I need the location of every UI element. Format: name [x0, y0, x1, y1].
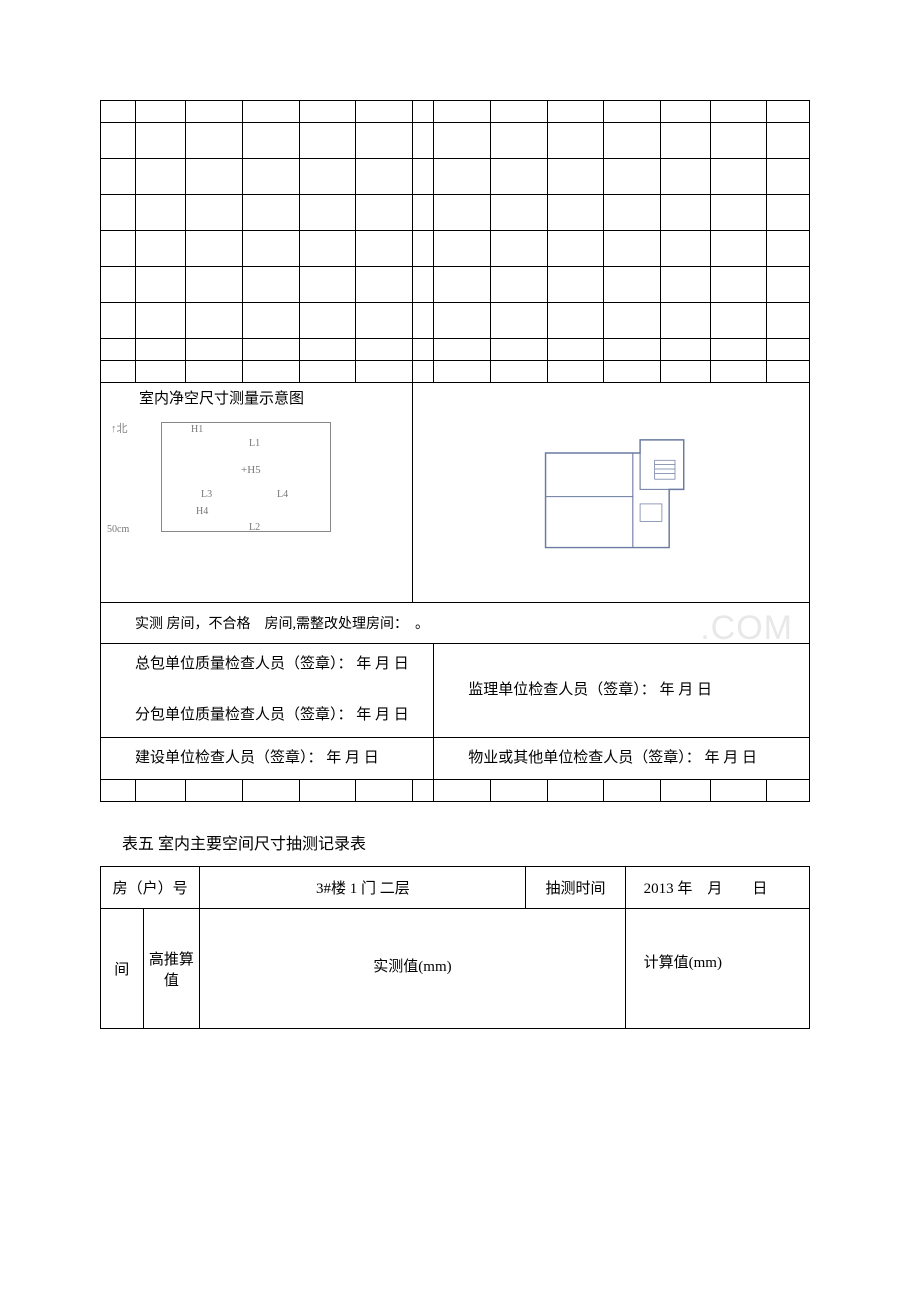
dim-l3: L3	[201, 489, 212, 500]
signature-row-2: 建设单位检查人员（签章）： 年 月 日 物业或其他单位检查人员（签章）： 年 月…	[101, 737, 810, 780]
table-row: 间 高推算值 实测值(mm) 计算值(mm)	[101, 909, 810, 1029]
property-sign: 物业或其他单位检查人员（签章）： 年 月 日	[438, 746, 805, 772]
subcontractor-sign: 分包单位质量检查人员（签章）： 年 月 日	[105, 703, 429, 729]
diagram-row: 室内净空尺寸测量示意图 ↑北 H1 L1 +H5 L3 L4 H4 L2 50c…	[101, 383, 810, 603]
sample-time-value: 2013 年 月 日	[625, 867, 809, 909]
room-label: 间	[101, 909, 144, 1029]
table-row	[101, 303, 810, 339]
measurement-diagram: ↑北 H1 L1 +H5 L3 L4 H4 L2 50cm	[101, 414, 412, 559]
table-row	[101, 101, 810, 123]
watermark-text: .COM	[700, 609, 793, 648]
dim-h4: H4	[196, 506, 208, 517]
sample-time-label: 抽测时间	[526, 867, 625, 909]
measurement-table: 房（户）号 3#楼 1 门 二层 抽测时间 2013 年 月 日 间 高推算值 …	[100, 866, 810, 1029]
dim-h1: H1	[191, 424, 203, 435]
table-row	[101, 159, 810, 195]
dim-l4: L4	[277, 489, 288, 500]
result-text: 实测 房间，不合格 房间,需整改处理房间： 。	[107, 613, 803, 633]
dim-l1: L1	[249, 438, 260, 449]
table-row: 房（户）号 3#楼 1 门 二层 抽测时间 2013 年 月 日	[101, 867, 810, 909]
diagram-title: 室内净空尺寸测量示意图	[101, 383, 412, 408]
floorplan-icon	[531, 408, 691, 578]
dim-50cm: 50cm	[107, 524, 129, 535]
table-row	[101, 267, 810, 303]
table-row	[101, 195, 810, 231]
calc-label: 计算值(mm)	[625, 909, 809, 1029]
table-row	[101, 339, 810, 361]
table-row	[101, 361, 810, 383]
height-est-label: 高推算值	[143, 909, 200, 1029]
builder-sign: 建设单位检查人员（签章）： 年 月 日	[105, 746, 429, 772]
supervisor-sign: 监理单位检查人员（签章）： 年 月 日	[438, 678, 805, 704]
section-title: 表五 室内主要空间尺寸抽测记录表	[122, 830, 810, 854]
table-row	[101, 780, 810, 802]
result-row: .COM 实测 房间，不合格 房间,需整改处理房间： 。	[101, 603, 810, 644]
measured-label: 实测值(mm)	[200, 909, 625, 1029]
north-arrow-icon: ↑北	[111, 420, 128, 436]
table-row	[101, 231, 810, 267]
dim-h5: +H5	[241, 464, 261, 476]
contractor-sign: 总包单位质量检查人员（签章）： 年 月 日	[105, 652, 429, 678]
room-no-value: 3#楼 1 门 二层	[200, 867, 526, 909]
table-row	[101, 123, 810, 159]
signature-row-1: 总包单位质量检查人员（签章）： 年 月 日 分包单位质量检查人员（签章）： 年 …	[101, 644, 810, 738]
dim-l2: L2	[249, 522, 260, 533]
inspection-table: 室内净空尺寸测量示意图 ↑北 H1 L1 +H5 L3 L4 H4 L2 50c…	[100, 100, 810, 802]
room-no-label: 房（户）号	[101, 867, 200, 909]
